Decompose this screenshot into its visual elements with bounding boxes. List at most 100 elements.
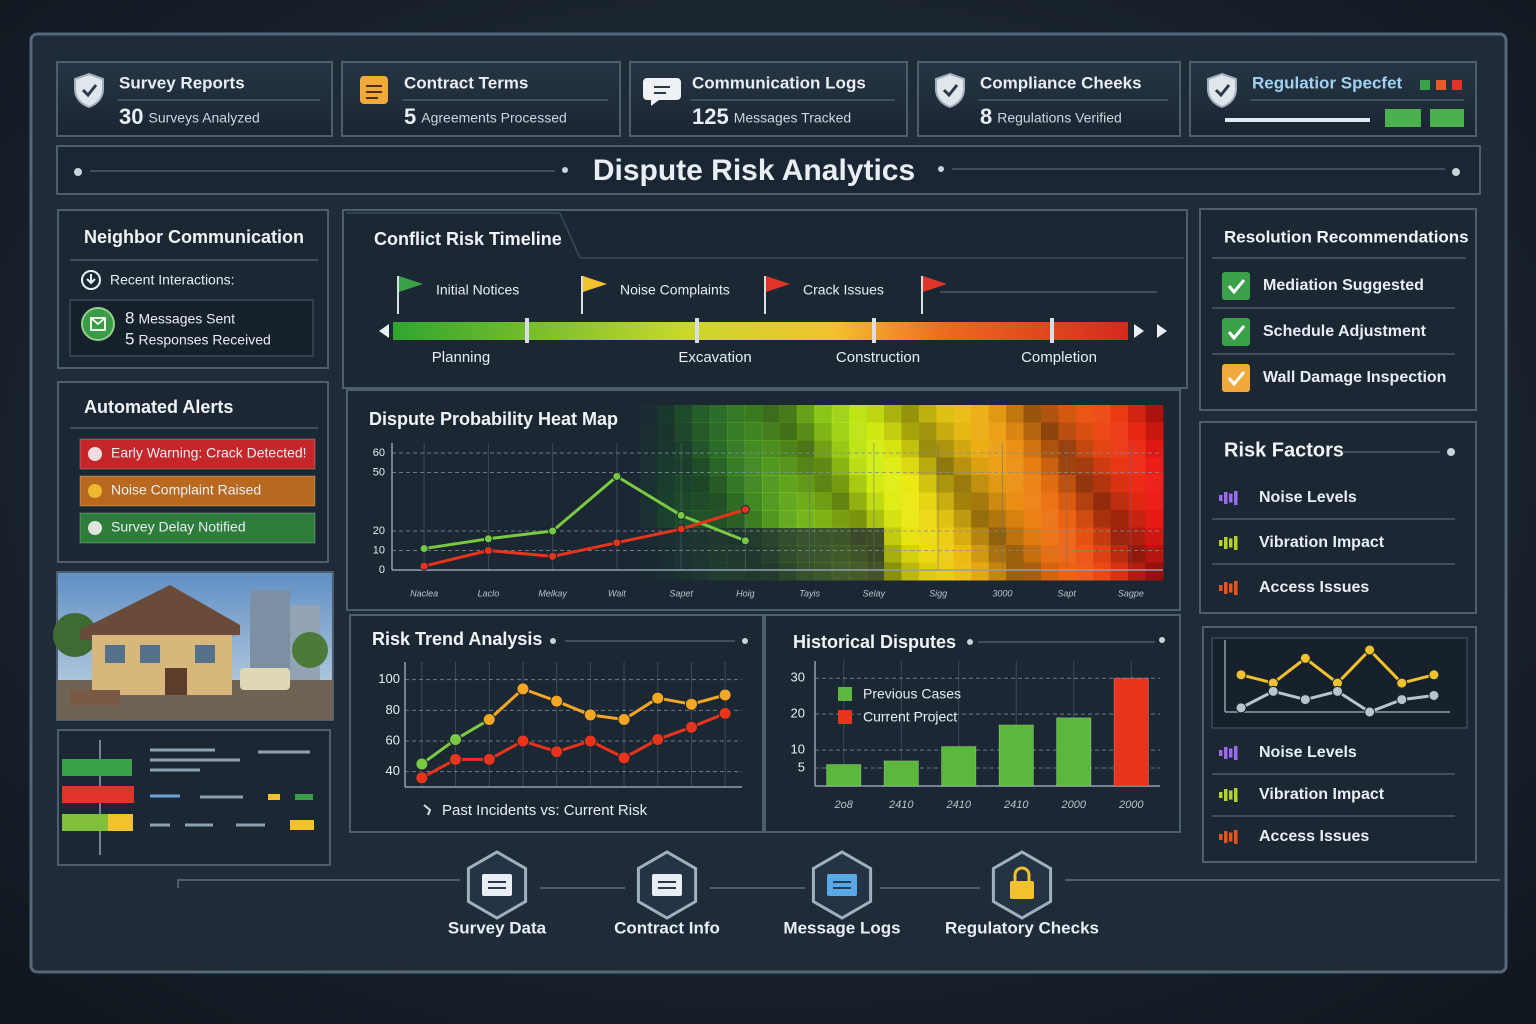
y-tick-label: 50 — [373, 466, 385, 478]
heatmap-cell — [796, 440, 815, 458]
subtitle: Recent Interactions: — [110, 272, 235, 288]
heatmap-cell — [1040, 440, 1059, 458]
photo-tree — [292, 632, 328, 668]
factor-icon — [1219, 540, 1223, 546]
nav-label[interactable]: Survey Data — [448, 918, 547, 937]
navigation: Survey Data Contract Info Message Logs Regu… — [448, 850, 1099, 937]
heatmap-cell — [744, 562, 763, 581]
point — [550, 694, 564, 708]
bar — [826, 763, 862, 787]
nav-label[interactable]: Regulatory Checks — [945, 918, 1099, 937]
alert[interactable] — [79, 438, 316, 470]
x-tick-label: 2410 — [946, 799, 972, 811]
heatmap-cell — [936, 510, 955, 528]
factor-label[interactable]: Noise Levels — [1259, 744, 1357, 761]
heatmap-cell — [1093, 510, 1112, 528]
phase-label: Completion — [1021, 349, 1097, 366]
heatmap-cell — [762, 510, 780, 528]
card-icon — [360, 76, 388, 104]
heatmap-cell — [814, 457, 833, 476]
heatmap-cell — [884, 527, 902, 546]
factor-label[interactable]: Vibration Impact — [1259, 534, 1385, 551]
heatmap-cell — [1023, 475, 1042, 493]
heatmap-cell — [918, 562, 937, 581]
photo-window — [105, 645, 125, 663]
flag-label: Initial Notices — [436, 282, 519, 298]
recommendation[interactable]: Mediation Suggested — [1263, 277, 1424, 294]
alert-icon — [88, 521, 102, 535]
point — [1267, 685, 1279, 697]
heatmap-cell — [1110, 510, 1129, 528]
heatmap-cell — [1040, 492, 1059, 511]
panel-title: Resolution Recommendations — [1224, 227, 1469, 246]
legend-swatch — [838, 710, 852, 724]
heatmap-cell — [1006, 510, 1025, 528]
heatmap-cell — [657, 562, 676, 581]
dot — [74, 168, 82, 176]
heatmap-cell — [692, 492, 711, 511]
chart-title: Dispute Probability Heat Map — [369, 409, 618, 429]
heatmap-cell — [814, 492, 833, 511]
heatmap-cell — [918, 492, 937, 511]
heatmap-cell — [936, 527, 955, 546]
alert[interactable] — [79, 475, 316, 507]
heatmap-cell — [796, 422, 815, 441]
heatmap-cell — [814, 527, 833, 546]
card-value: 8 — [980, 104, 992, 129]
panel-title: Conflict Risk Timeline — [374, 229, 562, 249]
factor-label[interactable]: Access Issues — [1259, 828, 1369, 845]
heatmap-cell — [884, 405, 902, 423]
heatmap-cell — [1110, 440, 1129, 458]
recommendation[interactable]: Schedule Adjustment — [1263, 323, 1427, 340]
point — [482, 752, 496, 766]
factor-icon — [1224, 747, 1228, 759]
factor-label[interactable]: Noise Levels — [1259, 489, 1357, 506]
heatmap-cell — [692, 562, 711, 581]
heatmap-cell — [1145, 510, 1164, 528]
heatmap-cell — [866, 562, 885, 581]
heatmap-cell — [727, 475, 746, 493]
heatmap-cell — [901, 527, 920, 546]
card-icon — [654, 86, 670, 94]
heatmap-cell — [971, 545, 990, 563]
heatmap-cell — [1040, 475, 1059, 493]
nav-icon — [827, 874, 857, 896]
factor-label[interactable]: Access Issues — [1259, 579, 1369, 596]
point — [676, 524, 686, 534]
dot — [1447, 448, 1455, 456]
site-photo — [53, 571, 334, 721]
status-bar — [62, 786, 134, 803]
alert[interactable] — [79, 512, 316, 544]
point — [1396, 694, 1408, 706]
heatmap-cell — [918, 510, 937, 528]
factor-label[interactable]: Vibration Impact — [1259, 786, 1385, 803]
nav-rule — [177, 879, 1500, 889]
bar — [883, 760, 919, 787]
y-tick-label: 100 — [378, 671, 400, 686]
heatmap-cell — [831, 457, 850, 476]
heatmap-cell — [831, 510, 850, 528]
risk-factors-panel — [1199, 421, 1477, 614]
checkbox — [1222, 318, 1250, 346]
nav-icon — [652, 874, 682, 896]
heatmap-cell — [1006, 457, 1025, 476]
heatmap-cell — [796, 492, 815, 511]
card-title: Regulatior Specfet — [1252, 73, 1403, 92]
card-value: 30 — [119, 104, 143, 129]
card-chip — [1420, 80, 1430, 90]
heatmap-cell — [1058, 510, 1077, 528]
heatmap-cell — [744, 475, 763, 493]
y-tick-label: 80 — [386, 702, 400, 717]
heatmap-cell — [657, 440, 676, 458]
point — [583, 708, 597, 722]
recommendation[interactable]: Wall Damage Inspection — [1263, 369, 1446, 386]
heatmap-cell — [762, 440, 780, 458]
nav-label[interactable]: Contract Info — [614, 918, 720, 937]
nav-label[interactable]: Message Logs — [783, 918, 900, 937]
point — [1235, 702, 1247, 714]
card-title: Compliance Cheeks — [980, 73, 1142, 92]
factor-icon — [1224, 582, 1228, 594]
heatmap-cell — [901, 405, 920, 423]
y-tick-label: 30 — [791, 670, 805, 685]
